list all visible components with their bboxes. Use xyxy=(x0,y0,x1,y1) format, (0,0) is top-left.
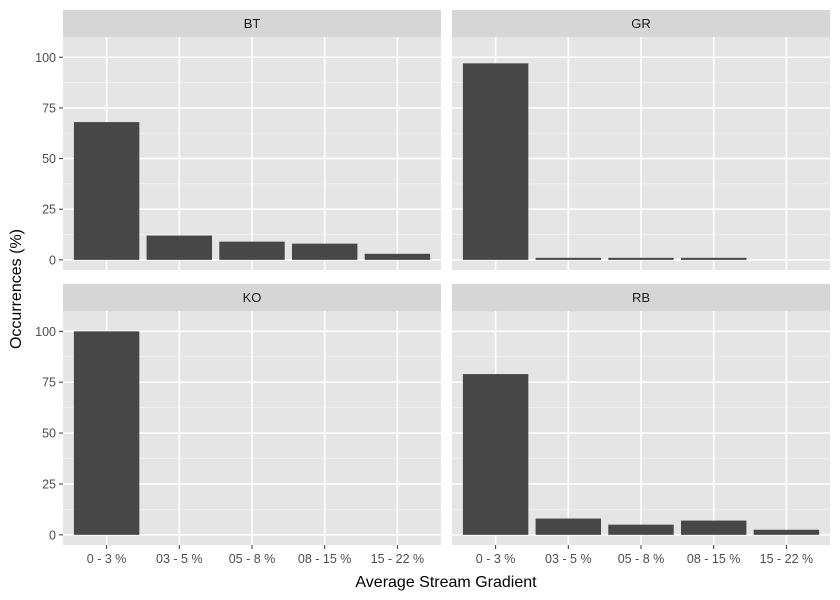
bar-bt-15-22 xyxy=(364,253,431,260)
facet-strip-label-ko: KO xyxy=(243,290,262,305)
bar-rb-08-15 xyxy=(680,520,747,535)
bar-rb-15-22 xyxy=(753,529,820,535)
facet-strip-label-bt: BT xyxy=(244,16,261,31)
bar-gr-0-3 xyxy=(462,63,529,260)
y-axis-title: Occurrences (%) xyxy=(8,229,25,349)
x-tick-label: 03 - 5 % xyxy=(545,552,592,566)
x-tick-label: 0 - 3 % xyxy=(87,552,127,566)
bar-rb-03-5 xyxy=(535,518,602,535)
facet-strip-label-gr: GR xyxy=(631,16,651,31)
facet-gr: GR xyxy=(452,10,830,270)
bar-rb-0-3 xyxy=(462,374,529,535)
x-tick-label: 15 - 22 % xyxy=(760,552,814,566)
bar-rb-05-8 xyxy=(608,524,674,535)
bar-bt-05-8 xyxy=(219,241,285,260)
bar-gr-08-15 xyxy=(680,257,747,260)
y-tick-label: 25 xyxy=(42,477,56,491)
x-tick-label: 03 - 5 % xyxy=(156,552,203,566)
y-tick-label: 0 xyxy=(49,528,56,542)
x-tick-label: 05 - 8 % xyxy=(618,552,665,566)
x-tick-label: 15 - 22 % xyxy=(371,552,425,566)
facet-strip-rb xyxy=(452,284,830,311)
bar-gr-03-5 xyxy=(535,257,602,260)
x-axes: 0 - 3 % 03 - 5 % 05 - 8 % 08 - 15 % 15 - 22 … xyxy=(87,545,813,566)
bar-ko-0-3 xyxy=(73,331,140,535)
bar-bt-03-5 xyxy=(146,235,213,260)
y-tick-label: 75 xyxy=(42,376,56,390)
y-tick-label: 100 xyxy=(35,51,56,65)
y-tick-label: 0 xyxy=(49,253,56,267)
facet-strip-gr xyxy=(452,10,830,37)
x-tick-label: 08 - 15 % xyxy=(687,552,741,566)
bar-gr-05-8 xyxy=(608,257,674,260)
facet-strip-ko xyxy=(63,284,441,311)
y-tick-label: 50 xyxy=(42,427,56,441)
facet-rb: RB xyxy=(452,284,830,545)
x-tick-label: 08 - 15 % xyxy=(298,552,352,566)
x-tick-label: 05 - 8 % xyxy=(229,552,276,566)
bar-bt-0-3 xyxy=(73,122,140,260)
facet-strip-bt xyxy=(63,10,441,37)
y-tick-label: 50 xyxy=(42,152,56,166)
x-tick-label: 0 - 3 % xyxy=(476,552,516,566)
y-tick-label: 25 xyxy=(42,203,56,217)
bar-bt-08-15 xyxy=(291,243,358,260)
y-tick-label: 100 xyxy=(35,325,56,339)
facet-bt: BT xyxy=(63,10,441,270)
y-tick-label: 75 xyxy=(42,101,56,115)
x-axis-title: Average Stream Gradient xyxy=(355,574,537,591)
facet-ko: KO xyxy=(63,284,441,545)
facet-panels: BT GR KO RB xyxy=(63,10,830,545)
y-axes: 0 25 50 75 100 0 25 50 75 100 xyxy=(35,51,63,542)
facet-strip-label-rb: RB xyxy=(632,290,650,305)
